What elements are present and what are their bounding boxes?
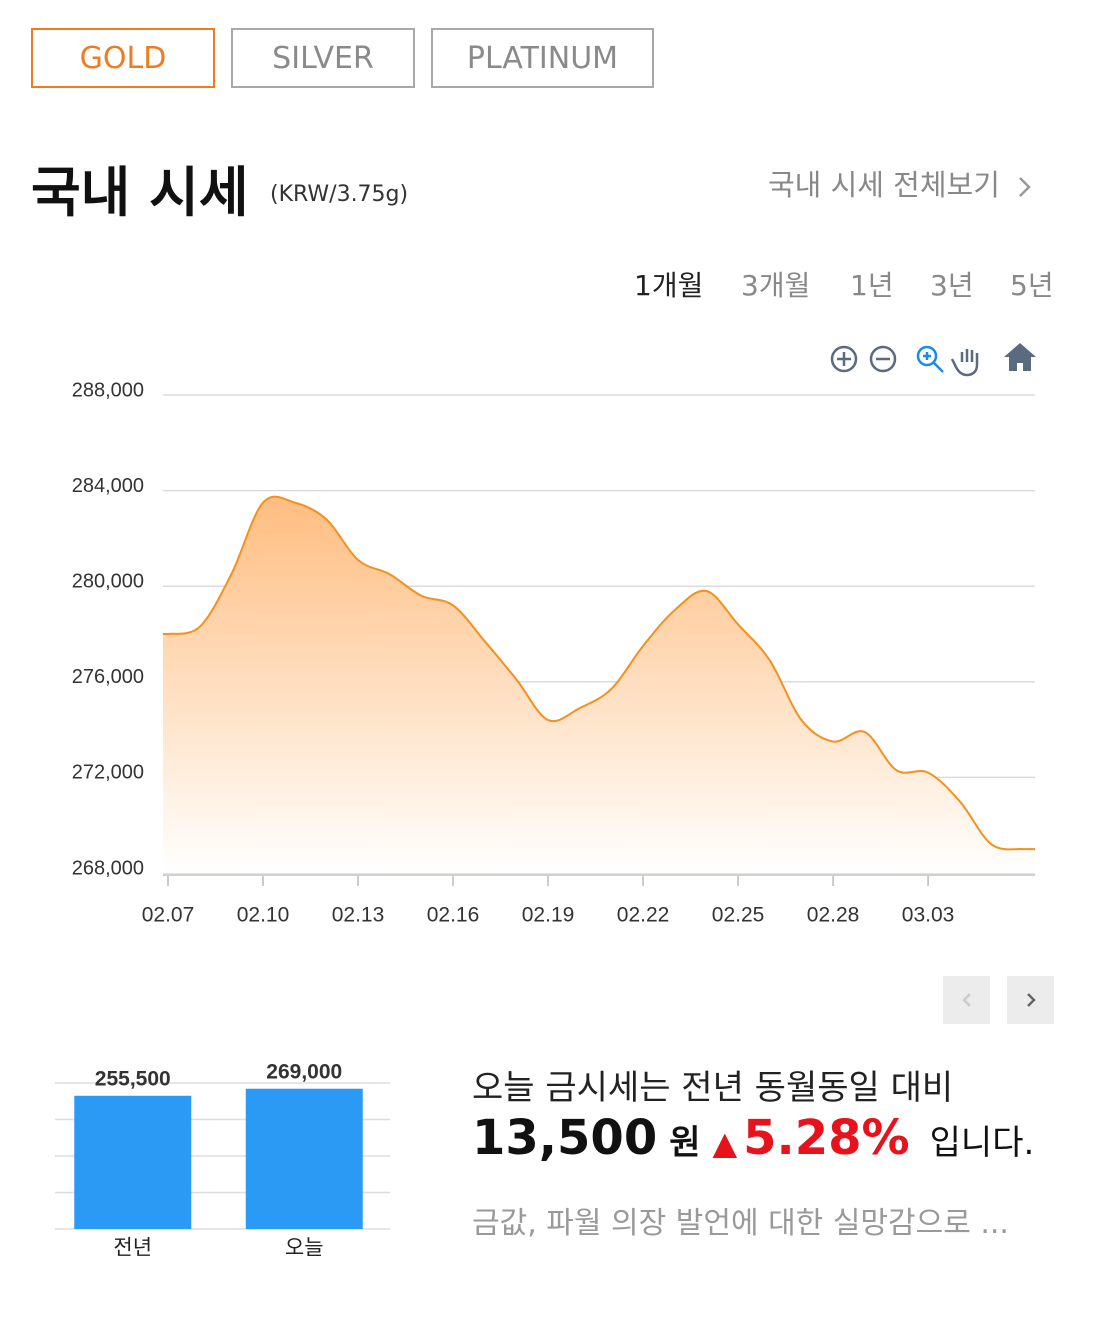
y-tick-label: 280,000	[72, 570, 144, 592]
y-tick-label: 284,000	[72, 475, 144, 497]
comparison-chart: 255,500 전년 269,000 오늘	[55, 1060, 390, 1260]
y-tick-label: 288,000	[72, 379, 144, 401]
period[interactable]: 3개월	[741, 269, 811, 302]
x-tick-label: 전년	[113, 1237, 152, 1260]
reset[interactable]	[1004, 343, 1036, 371]
period[interactable]: 3년	[930, 269, 974, 302]
x-tick-label: 02.22	[617, 904, 670, 927]
pan[interactable]	[950, 349, 979, 377]
percent: 5.28%	[743, 1110, 910, 1166]
chart-toolbar	[830, 343, 1036, 377]
period[interactable]: 5년	[1010, 269, 1054, 302]
chevron-right[interactable]	[1021, 990, 1041, 1010]
chevron[interactable]	[1010, 172, 1040, 202]
x-tick-label: 02.07	[142, 904, 195, 927]
x-tick-label: 02.25	[712, 904, 765, 927]
summary-line: 오늘 금시세는 전년 동월동일 대비	[472, 1068, 954, 1108]
x-tick-label: 02.19	[522, 904, 575, 927]
value-label: 255,500	[95, 1067, 171, 1090]
x-tick-label: 02.28	[807, 904, 860, 927]
y-tick-label: 276,000	[72, 666, 144, 688]
y-tick-label: 268,000	[72, 857, 144, 879]
summary-change: 13,500 원 ▲ 5.28% 입니다.	[472, 1110, 1034, 1166]
news-headline[interactable]: 금값, 파월 의장 발언에 대한 실망감으로 ...	[472, 1206, 1009, 1241]
x-tick-label: 02.10	[237, 904, 290, 927]
price-chart: 268,000 272,000 276,000 280,000 284,000 288,0…	[72, 379, 1035, 927]
currency: 원	[669, 1123, 701, 1163]
x-tick-label: 03.03	[902, 904, 955, 927]
heading: 국내 시세	[31, 161, 249, 224]
line	[163, 495, 1035, 851]
area	[163, 496, 1035, 873]
y-tick-label: 272,000	[72, 762, 144, 784]
period[interactable]: 1개월	[634, 269, 704, 302]
link-text[interactable]: 국내 시세 전체보기	[768, 168, 1000, 202]
bar	[245, 1088, 363, 1229]
prev-button[interactable]	[943, 976, 990, 1024]
value-label: 269,000	[266, 1060, 342, 1083]
bar	[74, 1095, 192, 1229]
x-tick-label: 오늘	[285, 1237, 324, 1260]
x-tick-label: 02.16	[427, 904, 480, 927]
suffix: 입니다.	[929, 1123, 1035, 1163]
unit: (KRW/3.75g)	[270, 182, 409, 207]
zoom-in[interactable]	[830, 345, 858, 373]
period[interactable]: 1년	[850, 269, 894, 302]
tab[interactable]: SILVER	[231, 28, 415, 88]
zoom-select[interactable]	[916, 345, 944, 373]
view-all-link[interactable]: 국내 시세 전체보기	[768, 162, 1040, 204]
up-arrow: ▲	[712, 1124, 738, 1162]
tab[interactable]: PLATINUM	[431, 28, 654, 88]
x-tick-label: 02.13	[332, 904, 385, 927]
next-button[interactable]	[1007, 976, 1054, 1024]
chevron-left[interactable]	[957, 990, 977, 1010]
zoom-out[interactable]	[869, 345, 897, 373]
tab[interactable]: GOLD	[31, 28, 215, 88]
amount: 13,500	[472, 1110, 658, 1166]
